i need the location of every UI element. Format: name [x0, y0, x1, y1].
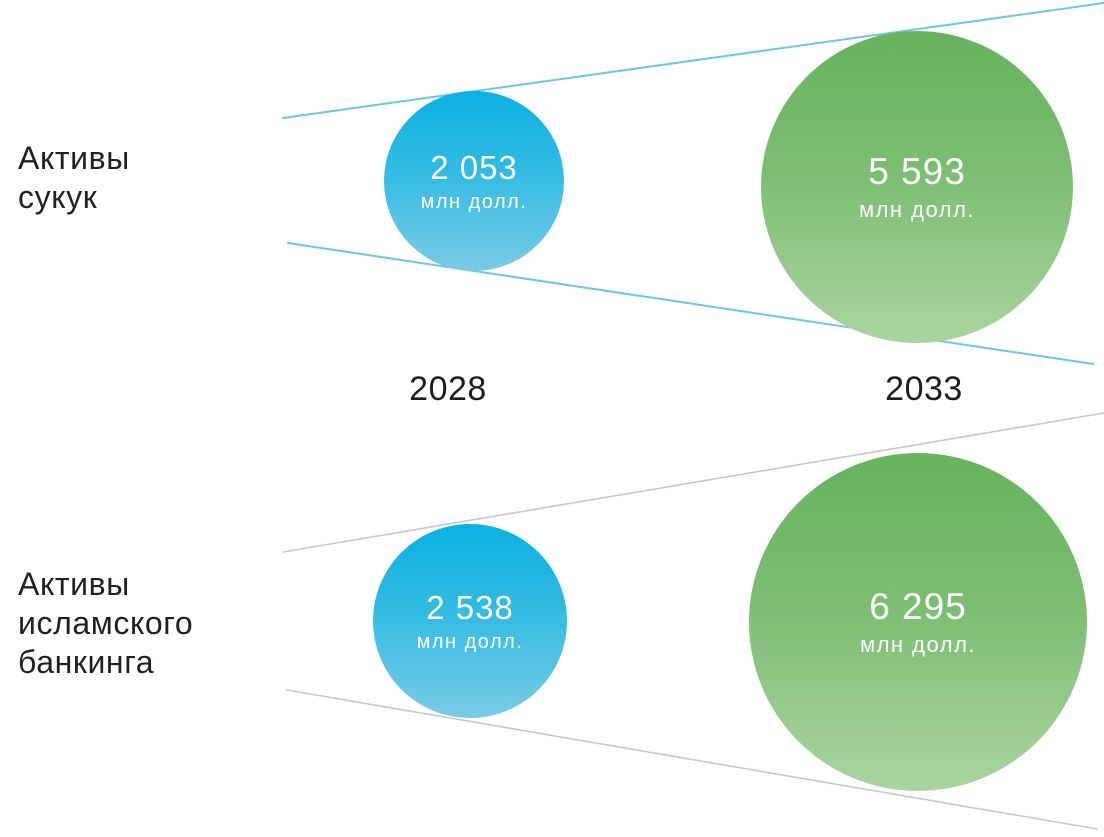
year-label-2028: 2028	[409, 370, 487, 408]
bubble-sukuk-2028: 2 053 млн долл.	[384, 91, 564, 271]
cone-line-banking-lower	[286, 689, 1098, 830]
bubble-banking-2028: 2 538 млн долл.	[373, 524, 567, 718]
cone-line-sukuk-upper	[282, 2, 1104, 119]
row-label-islamic-banking: Активы исламского банкинга	[18, 566, 194, 680]
row-label-sukuk: Активы сукук	[18, 140, 130, 215]
bubble-sukuk-2033: 5 593 млн долл.	[761, 31, 1073, 343]
bubble-value: 2 053	[430, 148, 518, 186]
year-label-2033: 2033	[885, 370, 963, 408]
bubble-value: 6 295	[869, 586, 967, 627]
cone-line-banking-upper	[282, 412, 1104, 553]
bubble-unit: млн долл.	[859, 632, 977, 657]
bubble-banking-2033: 6 295 млн долл.	[749, 453, 1087, 791]
bubble-unit: млн долл.	[858, 197, 976, 222]
bubble-unit: млн долл.	[416, 630, 524, 653]
cone-line-sukuk-lower	[287, 242, 1094, 365]
bubble-unit: млн долл.	[420, 190, 528, 213]
bubble-value: 2 538	[426, 588, 514, 626]
bubble-value: 5 593	[868, 151, 966, 192]
